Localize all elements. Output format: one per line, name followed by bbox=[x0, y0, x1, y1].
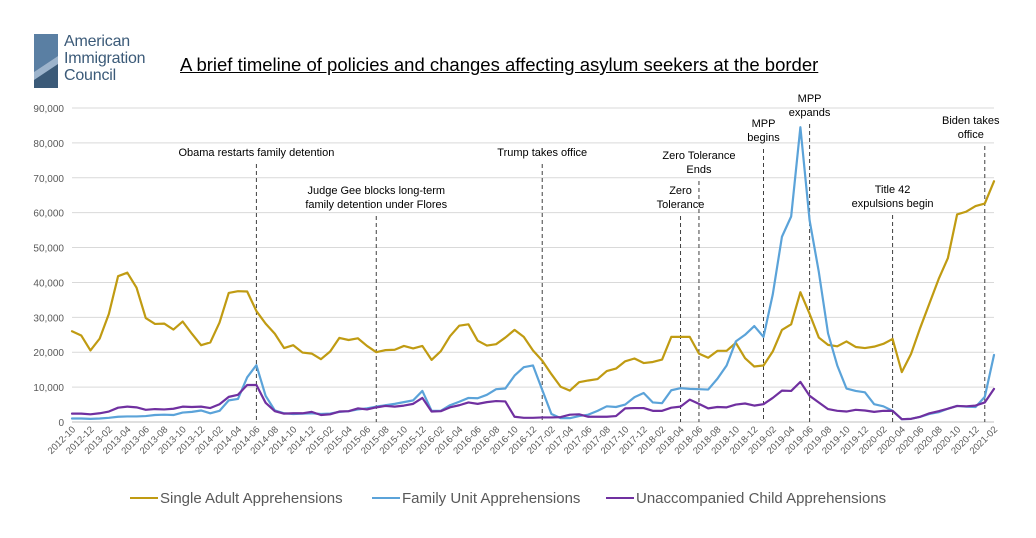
logo: American Immigration Council bbox=[34, 34, 174, 92]
legend-swatch-family-unit bbox=[372, 497, 400, 499]
series-line-0 bbox=[70, 180, 996, 392]
y-tick-label: 40,000 bbox=[33, 278, 64, 289]
annotation-label: Tolerance bbox=[657, 199, 705, 211]
logo-text-line-2: Immigration bbox=[64, 50, 146, 67]
annotation-label: begins bbox=[747, 132, 780, 144]
y-tick-label: 20,000 bbox=[33, 348, 64, 359]
logo-text-line-1: American bbox=[64, 33, 130, 50]
annotation-label: MPP bbox=[752, 118, 776, 130]
legend-swatch-unaccompanied-child bbox=[606, 497, 634, 499]
logo-text-line-3: Council bbox=[64, 67, 116, 84]
annotation-label: Ends bbox=[686, 164, 712, 176]
y-tick-label: 80,000 bbox=[33, 139, 64, 150]
y-tick-label: 10,000 bbox=[33, 383, 64, 394]
legend-item-single-adult: Single Adult Apprehensions bbox=[130, 486, 343, 510]
series-lines bbox=[70, 126, 996, 421]
legend-item-unaccompanied-child: Unaccompanied Child Apprehensions bbox=[606, 486, 886, 510]
annotation-label: Biden takes bbox=[942, 115, 1000, 127]
y-tick-label: 50,000 bbox=[33, 244, 64, 255]
y-tick-label: 90,000 bbox=[33, 104, 64, 115]
chart-title: A brief timeline of policies and changes… bbox=[180, 54, 819, 75]
series-line-2 bbox=[70, 380, 996, 421]
gridlines bbox=[72, 107, 994, 423]
y-tick-label: 70,000 bbox=[33, 174, 64, 185]
legend-item-family-unit: Family Unit Apprehensions bbox=[372, 486, 580, 510]
y-tick-label: 30,000 bbox=[33, 313, 64, 324]
y-axis-ticks: 0 10,000 20,000 30,000 40,000 50,000 60,000 70,… bbox=[33, 104, 64, 429]
legend-label-unaccompanied-child: Unaccompanied Child Apprehensions bbox=[636, 489, 887, 507]
y-tick-label: 0 bbox=[58, 418, 64, 429]
annotations: Obama restarts family detention Judge Gee… bbox=[178, 93, 1000, 422]
annotation-label: Judge Gee blocks long-term bbox=[307, 185, 445, 197]
annotation-label: MPP bbox=[798, 93, 822, 105]
x-axis-ticks: 2012-102012-122013-022013-042013-062013-… bbox=[46, 424, 1000, 456]
annotation-label: Title 42 bbox=[875, 184, 911, 196]
line-chart: 0 10,000 20,000 30,000 40,000 50,000 60,000 70,… bbox=[33, 93, 1000, 457]
legend-label-single-adult: Single Adult Apprehensions bbox=[160, 489, 343, 507]
legend-swatch-single-adult bbox=[130, 497, 158, 499]
annotation-label: office bbox=[958, 129, 984, 141]
series-line-1 bbox=[70, 126, 996, 421]
annotation-label: Zero Tolerance bbox=[662, 150, 735, 162]
annotation-label: expands bbox=[789, 107, 831, 119]
annotation-label: Zero bbox=[669, 185, 692, 197]
annotation-label: family detention under Flores bbox=[305, 199, 447, 211]
y-tick-label: 60,000 bbox=[33, 209, 64, 220]
legend-label-family-unit: Family Unit Apprehensions bbox=[402, 489, 581, 507]
legend: Single Adult Apprehensions Family Unit A… bbox=[0, 486, 1036, 510]
annotation-label: Trump takes office bbox=[497, 147, 587, 159]
annotation-label: Obama restarts family detention bbox=[178, 147, 334, 159]
annotation-label: expulsions begin bbox=[852, 198, 934, 210]
logo-mark-icon bbox=[34, 34, 58, 88]
